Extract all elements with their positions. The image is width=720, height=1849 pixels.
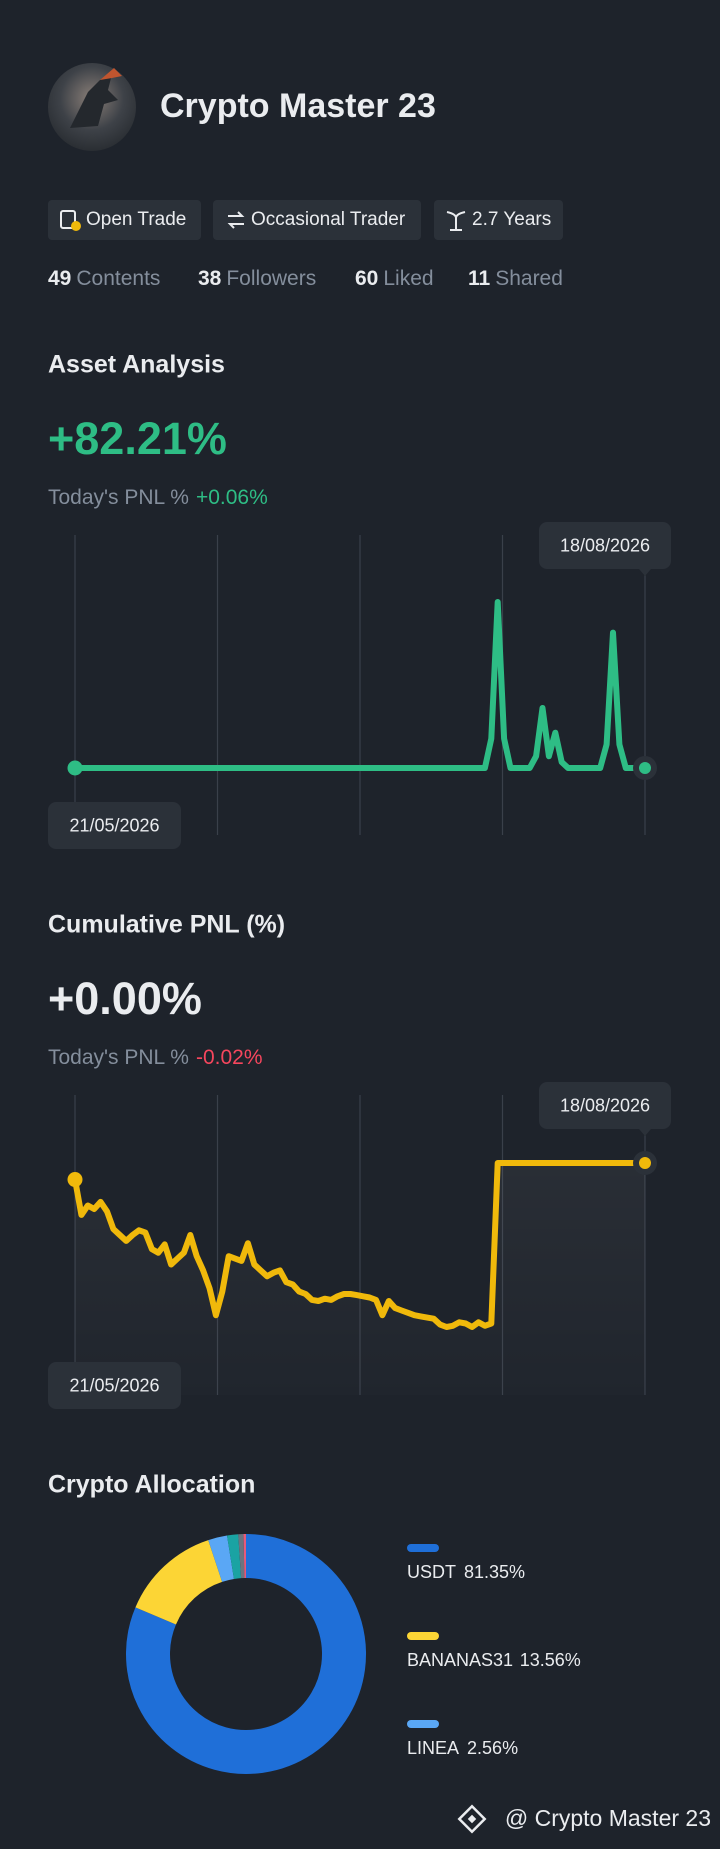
section-title: Cumulative PNL (%) [48, 911, 285, 939]
watermark-text: @ Crypto Master 23 [505, 1805, 711, 1831]
start-point [68, 761, 83, 776]
stat-value: 49 [48, 267, 71, 290]
tag-label: Open Trade [86, 209, 186, 230]
end-point [639, 762, 651, 774]
date-label: 18/08/2026 [560, 1095, 650, 1115]
legend-swatch [407, 1544, 439, 1552]
legend-swatch [407, 1632, 439, 1640]
date-label: 21/05/2026 [69, 815, 159, 835]
end-point [639, 1157, 651, 1169]
donut-segment [230, 1556, 239, 1557]
legend-entry: BANANAS31 13.56% [407, 1650, 581, 1670]
legend-name: USDT [407, 1562, 456, 1582]
stat-label: Contents [76, 267, 160, 290]
legend-name: LINEA [407, 1738, 459, 1758]
tag-label: Occasional Trader [251, 209, 406, 230]
donut-segment [215, 1557, 230, 1561]
stat-value: 60 [355, 267, 378, 290]
legend-value: 2.56% [467, 1738, 518, 1758]
today-pnl: Today's PNL % -0.02% [48, 1046, 263, 1069]
tag: 2.7 Years [434, 200, 563, 240]
legend-name: BANANAS31 [407, 1650, 513, 1670]
today-pnl-label: Today's PNL % [48, 1046, 189, 1069]
stat-label: Followers [226, 267, 316, 290]
stat-label: Shared [495, 267, 563, 290]
date-label: 18/08/2026 [560, 535, 650, 555]
tag: Occasional Trader [213, 200, 421, 240]
stat-value: 38 [198, 267, 222, 290]
stat-label: Liked [383, 267, 433, 290]
today-pnl-value: +0.06% [196, 486, 268, 509]
date-label: 21/05/2026 [69, 1375, 159, 1395]
start-point [68, 1172, 83, 1187]
tag: Open Trade [48, 200, 201, 240]
avatar[interactable] [48, 63, 136, 151]
legend-entry: USDT 81.35% [407, 1562, 525, 1582]
legend-swatch [407, 1720, 439, 1728]
legend-value: 81.35% [464, 1562, 525, 1582]
section-title: Crypto Allocation [48, 1471, 255, 1499]
tag-label: 2.7 Years [472, 209, 551, 230]
today-pnl-label: Today's PNL % [48, 486, 189, 509]
headline-value: +82.21% [48, 413, 227, 464]
today-pnl-value: -0.02% [196, 1046, 263, 1069]
section-title: Asset Analysis [48, 351, 225, 379]
headline-value: +0.00% [48, 973, 202, 1024]
stat-value: 11 [468, 267, 491, 290]
legend-value: 13.56% [520, 1650, 581, 1670]
today-pnl: Today's PNL % +0.06% [48, 486, 268, 509]
profile-name: Crypto Master 23 [160, 87, 436, 125]
